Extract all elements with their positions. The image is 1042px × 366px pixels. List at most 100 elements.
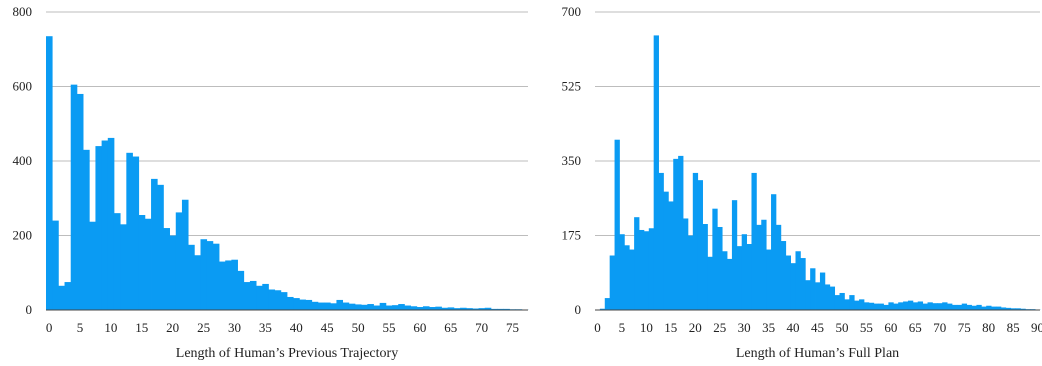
x-tick-label: 35	[259, 320, 272, 335]
histogram-bar	[736, 246, 743, 310]
histogram-bar	[58, 285, 65, 310]
x-tick-label: 55	[382, 320, 395, 335]
histogram-bar	[398, 304, 405, 310]
histogram-bar	[342, 302, 350, 310]
histogram-bar	[225, 260, 232, 310]
x-tick-label: 65	[909, 320, 922, 335]
histogram-bar	[863, 302, 870, 310]
histogram-bar	[653, 35, 659, 310]
histogram-bar	[966, 304, 972, 310]
x-tick-label: 10	[104, 320, 117, 335]
histogram-bar	[697, 180, 703, 310]
histogram-bar	[64, 282, 72, 310]
histogram-bar	[373, 305, 381, 310]
y-tick-label: 800	[13, 4, 33, 19]
y-tick-label: 175	[562, 228, 582, 243]
histogram-bar	[379, 302, 387, 310]
histogram-bar	[274, 290, 282, 310]
histogram-bar	[678, 155, 684, 310]
histogram-bar	[169, 235, 177, 310]
histogram-bar	[76, 93, 84, 310]
histogram-bar	[157, 184, 164, 310]
histogram-bar	[746, 244, 752, 310]
x-tick-label: 85	[1007, 320, 1020, 335]
x-tick-label: 50	[352, 320, 365, 335]
histogram-bar	[317, 302, 325, 310]
histogram-bar	[429, 307, 436, 310]
histogram-bar	[484, 307, 492, 310]
x-tick-label: 70	[933, 320, 946, 335]
histogram-bar	[599, 308, 606, 310]
histogram-bar	[200, 239, 208, 310]
histogram-bar	[766, 249, 772, 310]
histogram-bar	[231, 259, 238, 310]
histogram-bar	[336, 299, 344, 310]
histogram-bar	[854, 300, 860, 310]
histogram-bar	[175, 212, 183, 310]
histogram-bar	[751, 172, 757, 310]
histogram-bar	[834, 295, 840, 310]
histogram-bar	[873, 303, 880, 310]
histogram-bar	[107, 137, 115, 310]
y-tick-label: 600	[13, 79, 33, 94]
histogram-bar	[609, 255, 615, 310]
histogram-bar	[249, 280, 257, 310]
histogram-bar	[624, 245, 630, 310]
histogram-bar	[206, 241, 214, 310]
x-tick-label: 50	[835, 320, 848, 335]
histogram-bar	[859, 299, 865, 310]
histogram-bar	[629, 249, 635, 310]
chart-full-plan: 0 175 350 525 700 0 5 10 15 20 25 30 35 40 45 50 55 60 65 7…	[562, 4, 1042, 361]
histogram-bar	[1000, 307, 1007, 310]
histogram-bar	[961, 303, 968, 310]
x-tick-label: 65	[444, 320, 457, 335]
histogram-bar	[490, 308, 498, 310]
histogram-bar	[466, 308, 473, 310]
histogram-bar	[634, 217, 640, 310]
x-tick-label: 25	[713, 320, 726, 335]
histogram-bar	[256, 285, 263, 310]
histogram-bar	[687, 235, 694, 310]
histogram-bar	[447, 307, 455, 310]
histogram-bar	[888, 302, 894, 310]
x-tick-label: 10	[640, 320, 653, 335]
histogram-bar	[503, 308, 510, 310]
histogram-bar	[761, 219, 767, 310]
chart-previous-trajectory: 0 200 400 600 800 0 5 10 15 20 25 30 35 40 45 50 55 60 65 7…	[13, 4, 529, 361]
histogram-bar	[824, 284, 831, 310]
histogram-bar	[287, 296, 294, 310]
histogram-bar	[868, 302, 875, 310]
y-tick-label: 700	[562, 4, 582, 19]
histogram-bar	[361, 304, 368, 310]
histogram-bar	[619, 234, 625, 310]
histogram-bar	[903, 301, 909, 310]
histogram-bar	[1010, 308, 1016, 310]
histogram-bar	[898, 302, 904, 310]
histogram-bar	[741, 234, 747, 310]
x-tick-label: 15	[664, 320, 677, 335]
histogram-bar	[717, 226, 723, 310]
histogram-bar	[727, 258, 733, 310]
histogram-bar	[404, 305, 411, 310]
histogram-bar	[305, 299, 313, 310]
histogram-bar	[702, 224, 708, 310]
histogram-bar	[712, 208, 718, 310]
histogram-bar	[658, 172, 664, 310]
x-tick-label: 20	[689, 320, 702, 335]
histogram-bar	[663, 191, 669, 310]
histogram-bar	[416, 307, 424, 310]
histogram-bar	[785, 255, 791, 310]
x-tick-label: 0	[594, 320, 601, 335]
histogram-bar	[771, 194, 777, 310]
x-axis-label: Length of Human’s Full Plan	[736, 346, 899, 361]
y-tick-label: 525	[562, 79, 582, 94]
x-axis-label: Length of Human’s Previous Trajectory	[176, 346, 398, 361]
histogram-bar	[1015, 308, 1021, 310]
x-tick-label: 30	[228, 320, 241, 335]
histogram-bar	[775, 224, 782, 310]
histogram-bar	[324, 302, 331, 310]
histogram-bar	[46, 36, 53, 311]
histogram-bar	[219, 261, 226, 310]
histogram-bar	[243, 282, 251, 310]
histogram-bar	[163, 228, 170, 310]
